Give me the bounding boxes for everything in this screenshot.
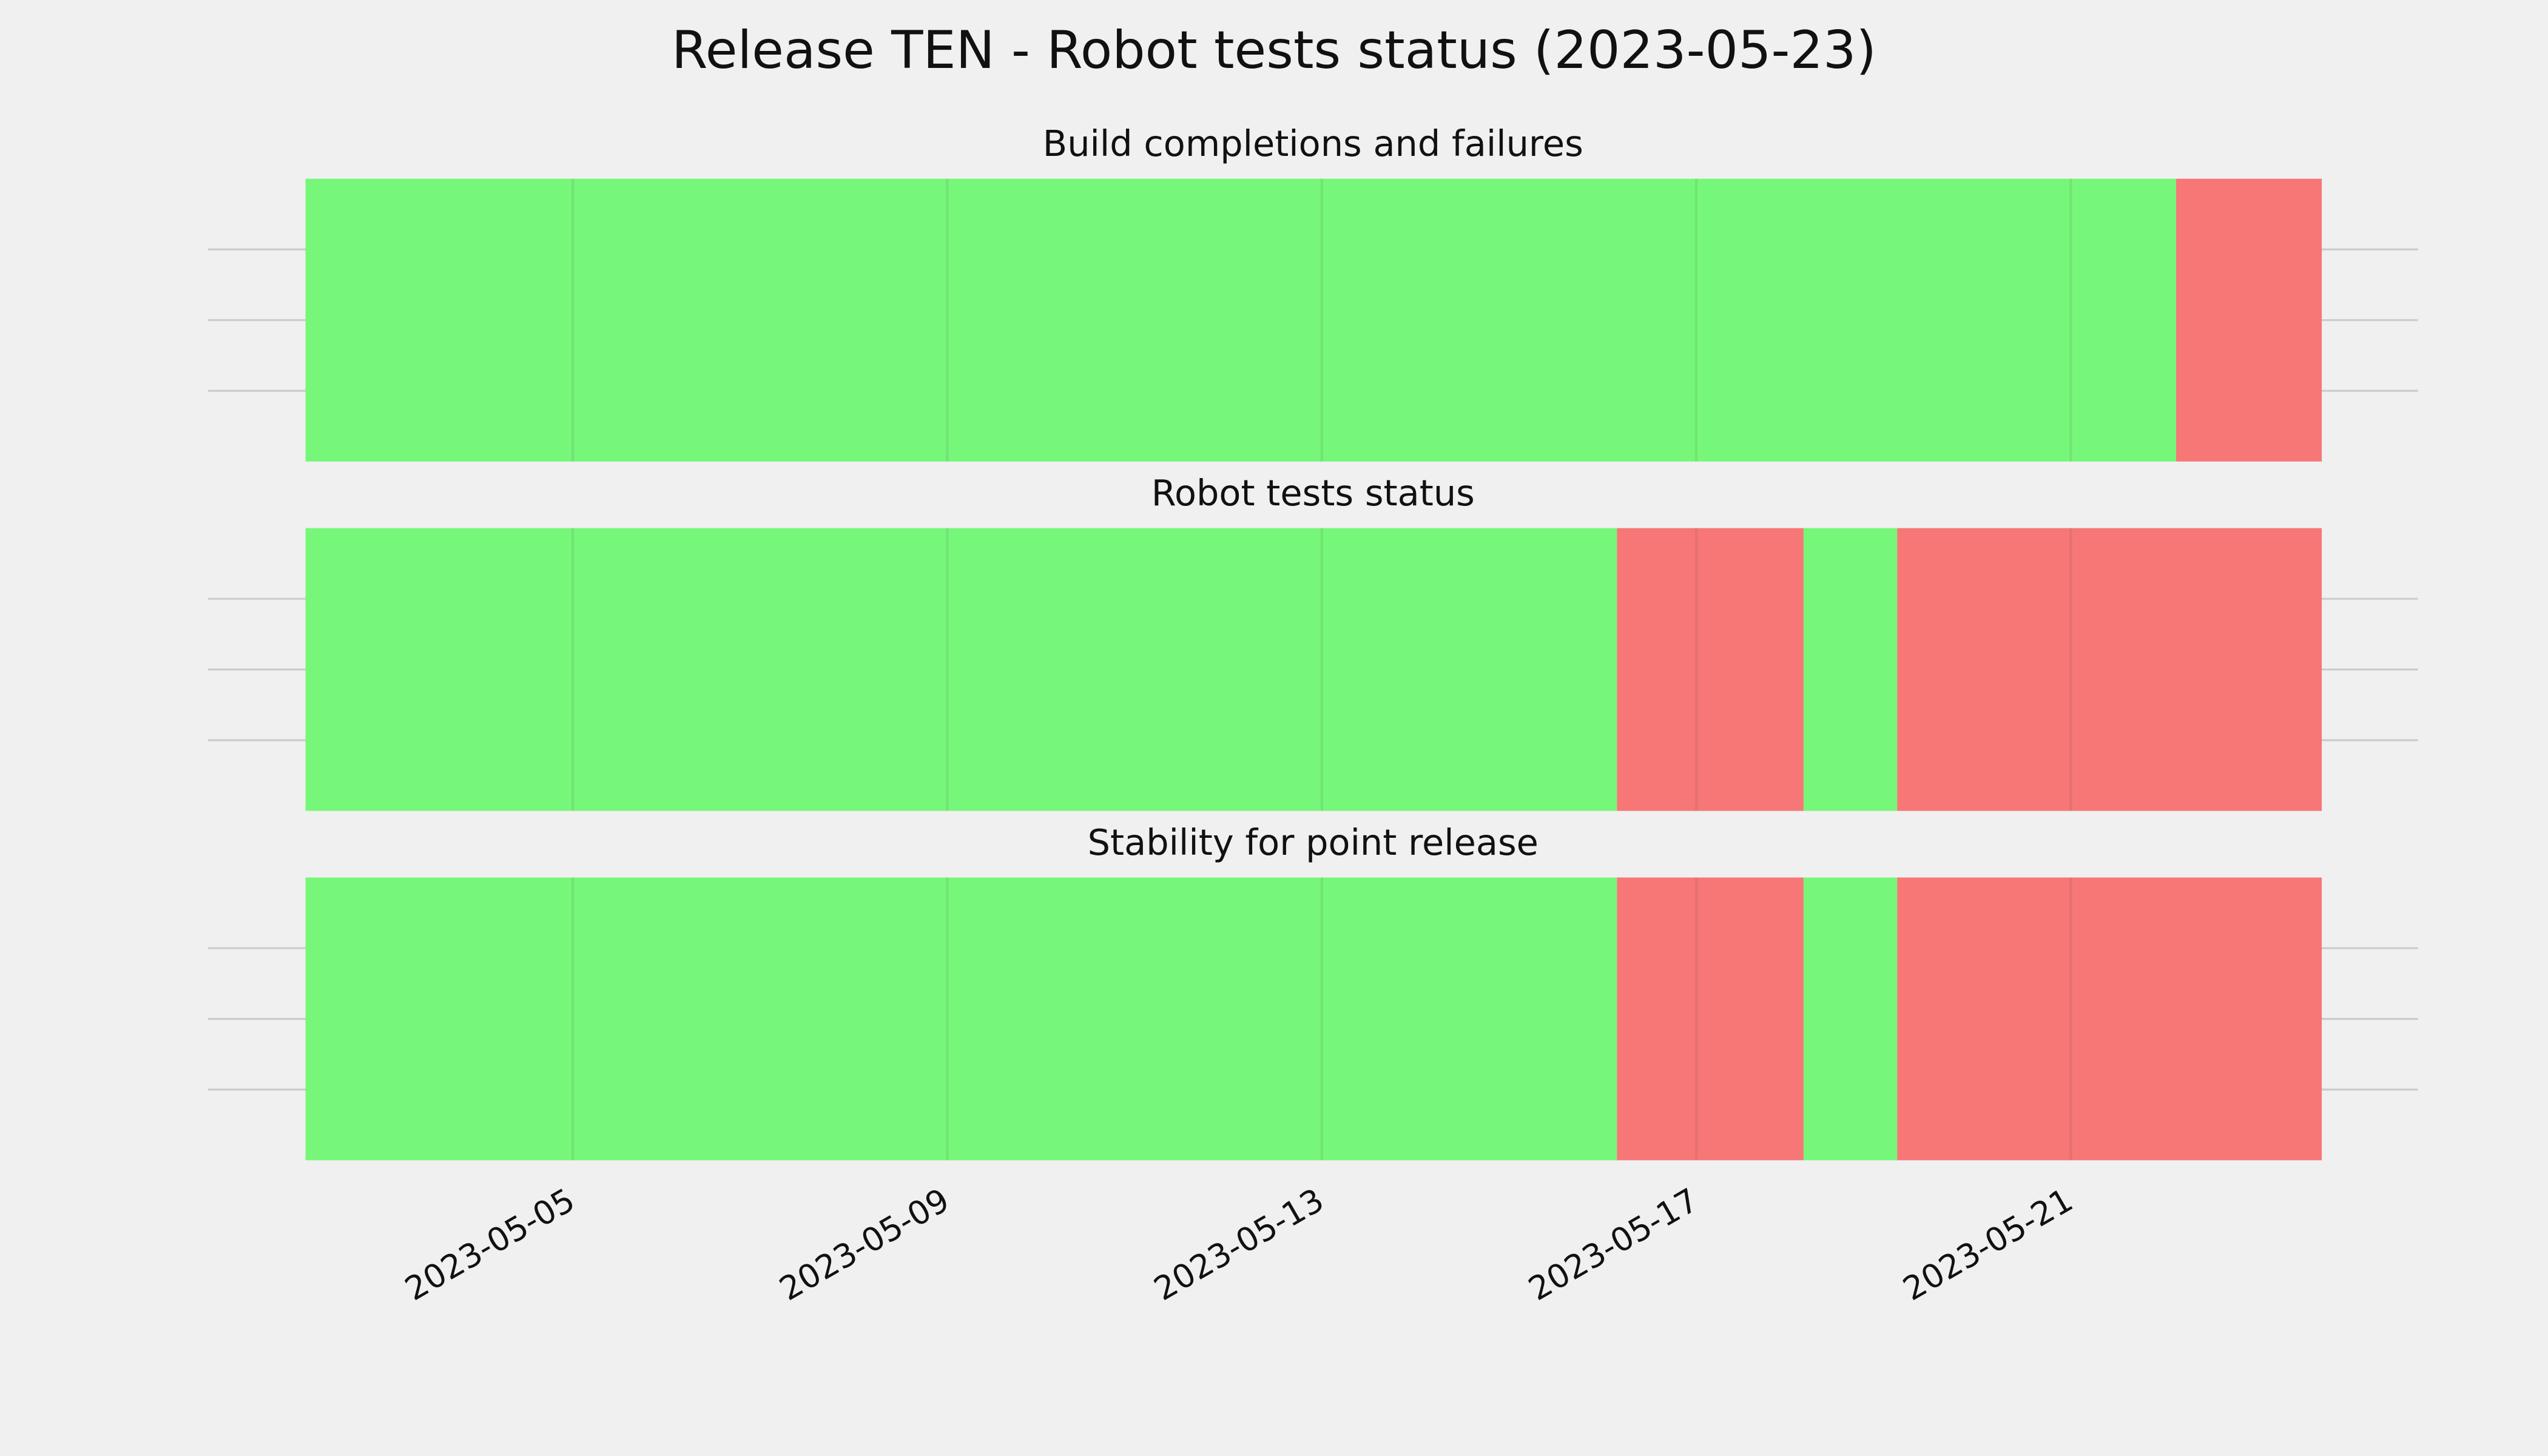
status-segment <box>1897 528 2322 811</box>
status-segment <box>305 178 2177 462</box>
chart-title: Release TEN - Robot tests status (2023-0… <box>672 20 1876 81</box>
status-segment <box>305 528 1617 811</box>
status-segment <box>1617 528 1804 811</box>
status-segment <box>305 877 1617 1161</box>
status-segment <box>2176 178 2322 462</box>
panel-title: Build completions and failures <box>1043 123 1583 164</box>
status-segment <box>1803 877 1898 1161</box>
status-segment <box>1803 528 1898 811</box>
status-segment <box>1897 877 2322 1161</box>
panel-title: Stability for point release <box>1088 821 1539 863</box>
panel-title: Robot tests status <box>1151 472 1475 514</box>
status-segment <box>1617 877 1804 1161</box>
